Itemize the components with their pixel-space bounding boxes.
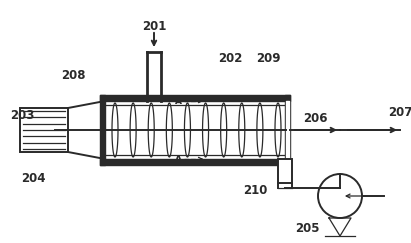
Text: 207: 207 xyxy=(388,105,411,119)
Text: 210: 210 xyxy=(243,183,267,197)
Text: 209: 209 xyxy=(256,52,280,64)
Text: 201: 201 xyxy=(142,20,166,34)
Text: A: A xyxy=(175,155,182,164)
Text: 202: 202 xyxy=(218,52,242,64)
Bar xyxy=(20,108,68,152)
Text: 206: 206 xyxy=(303,112,327,124)
Text: A: A xyxy=(175,96,182,105)
Text: 208: 208 xyxy=(61,69,85,81)
Text: 204: 204 xyxy=(21,172,45,184)
Text: 205: 205 xyxy=(295,222,319,234)
Text: 203: 203 xyxy=(10,109,34,122)
Bar xyxy=(278,159,292,183)
